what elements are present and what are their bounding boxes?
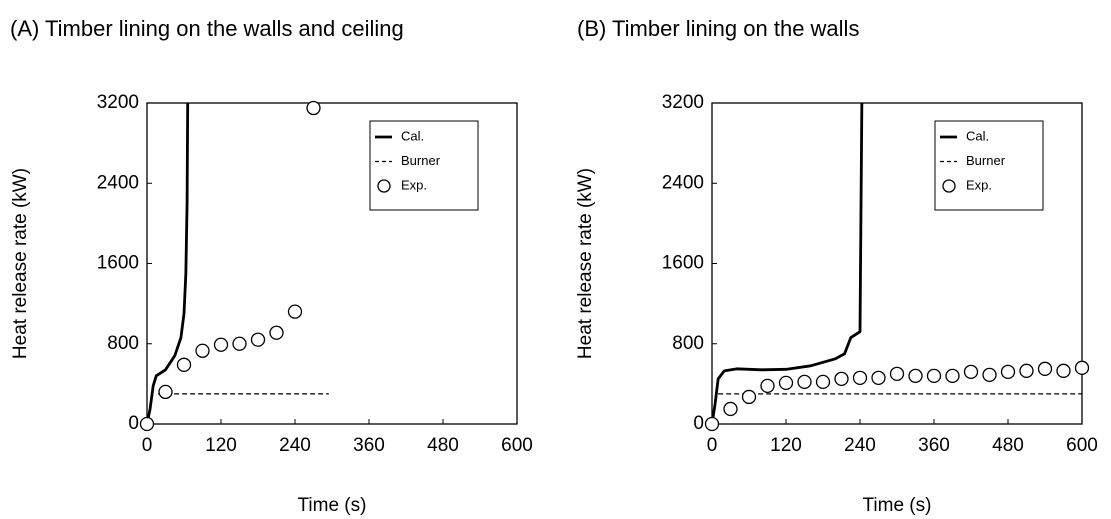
exp-point bbox=[704, 416, 720, 432]
exp-point bbox=[741, 389, 757, 405]
exp-point bbox=[908, 368, 923, 384]
y-tick-label: 3200 bbox=[97, 92, 139, 113]
legend-label: Burner bbox=[401, 153, 441, 168]
exp-point bbox=[797, 374, 812, 390]
exp-point bbox=[176, 357, 192, 372]
exp-point bbox=[232, 336, 247, 351]
exp-point bbox=[982, 367, 997, 382]
legend-label: Exp. bbox=[401, 177, 427, 192]
exp-point bbox=[269, 325, 284, 340]
x-tick-label: 120 bbox=[770, 435, 802, 456]
exp-point bbox=[306, 100, 321, 116]
exp-point bbox=[778, 375, 794, 391]
y-tick-label: 1600 bbox=[662, 253, 704, 274]
chart-title: (A) Timber lining on the walls and ceili… bbox=[10, 16, 404, 41]
exp-point bbox=[926, 368, 942, 384]
x-axis-label: Time (s) bbox=[863, 495, 932, 516]
legend-label: Cal. bbox=[966, 128, 989, 143]
y-tick-label: 800 bbox=[107, 333, 139, 354]
exp-point bbox=[287, 304, 303, 319]
exp-point bbox=[852, 370, 868, 386]
y-axis-label: Heat release rate (kW) bbox=[10, 168, 31, 359]
chart-title: (B) Timber lining on the walls bbox=[577, 16, 859, 41]
y-tick-label: 800 bbox=[672, 333, 704, 354]
exp-point bbox=[760, 378, 775, 394]
y-axis-label: Heat release rate (kW) bbox=[575, 168, 596, 359]
exp-point bbox=[158, 384, 173, 400]
legend-marker bbox=[942, 179, 956, 193]
x-tick-label: 360 bbox=[353, 435, 385, 456]
x-tick-label: 240 bbox=[844, 435, 876, 456]
exp-point bbox=[1037, 361, 1053, 376]
legend-label: Cal. bbox=[401, 128, 424, 143]
x-tick-label: 0 bbox=[707, 435, 718, 456]
exp-point bbox=[139, 416, 155, 432]
y-tick-label: 2400 bbox=[662, 172, 704, 193]
x-axis-label: Time (s) bbox=[298, 495, 367, 516]
exp-point bbox=[1019, 363, 1034, 378]
exp-point bbox=[945, 368, 960, 384]
x-tick-label: 480 bbox=[992, 435, 1024, 456]
exp-point bbox=[1074, 360, 1090, 375]
y-tick-label: 1600 bbox=[97, 253, 139, 274]
exp-point bbox=[1056, 363, 1071, 378]
exp-point bbox=[250, 332, 266, 347]
exp-point bbox=[815, 374, 831, 390]
legend-marker bbox=[377, 179, 391, 193]
calc-line bbox=[710, 102, 864, 425]
exp-point bbox=[723, 401, 738, 417]
x-tick-label: 600 bbox=[1066, 435, 1098, 456]
x-tick-label: 600 bbox=[501, 435, 533, 456]
legend-label: Burner bbox=[966, 153, 1006, 168]
exp-point bbox=[213, 337, 229, 352]
x-tick-label: 360 bbox=[918, 435, 950, 456]
exp-point bbox=[834, 371, 849, 387]
x-tick-label: 120 bbox=[205, 435, 237, 456]
exp-point bbox=[963, 364, 979, 379]
exp-point bbox=[195, 343, 210, 358]
exp-point bbox=[871, 370, 886, 386]
legend-label: Exp. bbox=[966, 177, 992, 192]
y-tick-label: 0 bbox=[128, 413, 139, 434]
x-tick-label: 480 bbox=[427, 435, 459, 456]
x-tick-label: 0 bbox=[142, 435, 153, 456]
y-tick-label: 0 bbox=[693, 413, 704, 434]
y-tick-label: 3200 bbox=[662, 92, 704, 113]
y-tick-label: 2400 bbox=[97, 172, 139, 193]
calc-line bbox=[145, 102, 190, 425]
exp-point bbox=[1000, 364, 1016, 379]
exp-point bbox=[889, 366, 905, 381]
x-tick-label: 240 bbox=[279, 435, 311, 456]
